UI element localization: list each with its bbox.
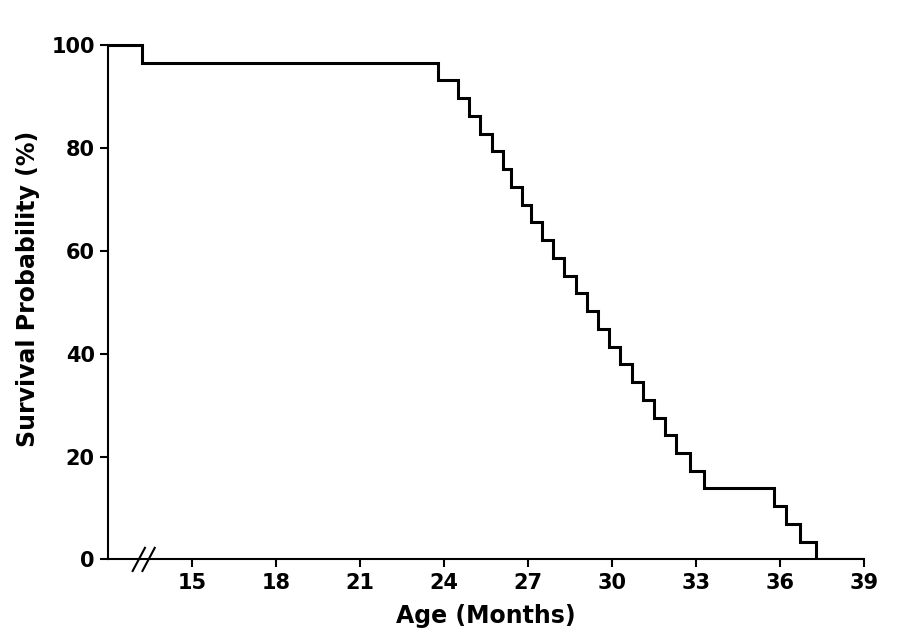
X-axis label: Age (Months): Age (Months) xyxy=(396,604,576,628)
Y-axis label: Survival Probability (%): Survival Probability (%) xyxy=(16,131,40,448)
